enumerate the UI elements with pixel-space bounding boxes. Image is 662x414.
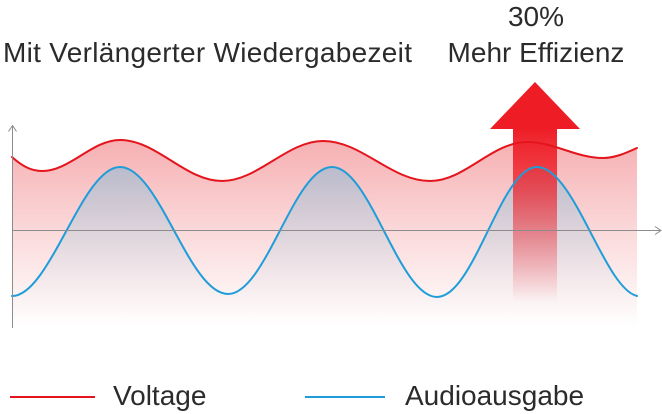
axes	[8, 124, 662, 328]
x-axis-arrow-icon	[654, 226, 662, 235]
playback-headline: Mit Verlängerter Wiedergabezeit	[3, 37, 412, 68]
y-axis-arrow-icon	[8, 124, 17, 132]
legend-item-voltage: Voltage	[10, 380, 206, 411]
efficiency-percent: 30%	[508, 1, 564, 32]
efficiency-up-arrow	[490, 82, 580, 302]
efficiency-headline: Mehr Effizienz	[448, 37, 625, 68]
voltage-wave-line	[11, 139, 638, 182]
legend-voltage-label: Voltage	[113, 380, 206, 411]
arrow-shaft	[513, 128, 557, 302]
arrow-head	[490, 82, 580, 129]
audio-output-area-fill	[12, 167, 637, 330]
legend-item-audio-output: Audioausgabe	[305, 380, 584, 411]
audio-output-wave-line	[11, 166, 638, 298]
legend: Voltage Audioausgabe	[10, 380, 584, 411]
legend-audio-output-label: Audioausgabe	[405, 380, 584, 411]
